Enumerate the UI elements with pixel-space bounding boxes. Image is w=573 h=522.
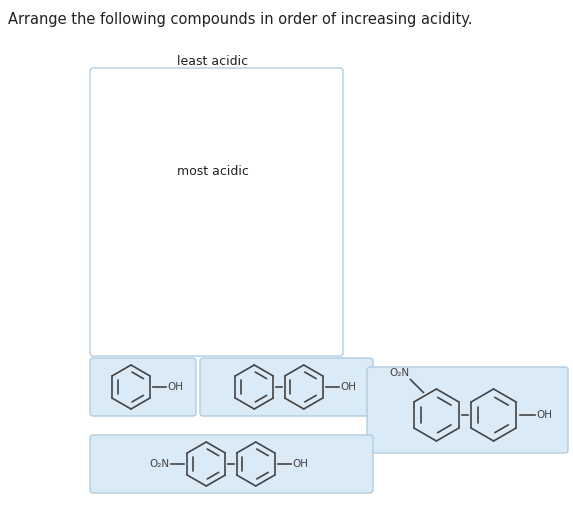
Text: OH: OH	[536, 410, 552, 420]
Text: OH: OH	[340, 382, 356, 392]
FancyBboxPatch shape	[90, 435, 373, 493]
Text: least acidic: least acidic	[178, 55, 249, 68]
Text: OH: OH	[167, 382, 183, 392]
FancyBboxPatch shape	[367, 367, 568, 453]
FancyBboxPatch shape	[200, 358, 373, 416]
FancyBboxPatch shape	[90, 358, 196, 416]
Text: OH: OH	[292, 459, 308, 469]
Text: O₂N: O₂N	[389, 368, 409, 378]
Text: most acidic: most acidic	[177, 165, 249, 178]
FancyBboxPatch shape	[90, 68, 343, 356]
Text: Arrange the following compounds in order of increasing acidity.: Arrange the following compounds in order…	[8, 12, 473, 27]
Text: O₂N: O₂N	[150, 459, 170, 469]
